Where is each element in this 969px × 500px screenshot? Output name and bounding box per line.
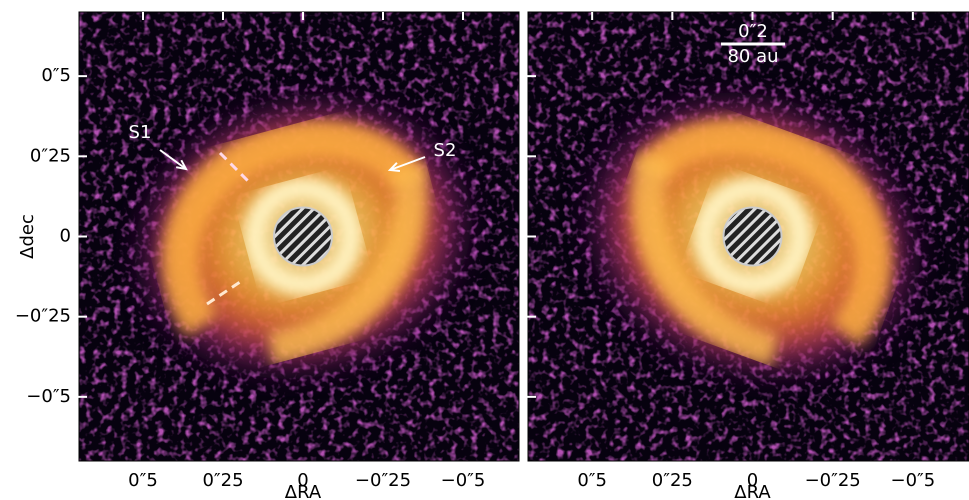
spiral-arm: [268, 164, 428, 366]
arrow-head: [175, 159, 188, 171]
y-tick-label: 0″25: [30, 145, 71, 166]
x-axis-label: ΔRA: [285, 482, 322, 500]
x-tick-label: 0: [297, 470, 308, 491]
arrow-head: [387, 162, 401, 172]
annotation-arrow: [389, 156, 426, 171]
scale-bar-sublabel: 80 au: [727, 46, 778, 67]
y-tick-label: 0″5: [41, 65, 71, 86]
y-tick-label: 0: [60, 226, 71, 247]
spiral-arm: [636, 118, 892, 347]
scale-bar-label: 0″2: [738, 21, 768, 42]
x-tick-label: −0″25: [355, 470, 411, 491]
x-tick-label: 0″25: [652, 470, 693, 491]
dashed-marker: [206, 278, 244, 306]
spiral-arm: [631, 153, 779, 368]
y-axis-label: Δdec: [17, 214, 38, 259]
spiral-arm: [161, 120, 426, 337]
dashed-marker: [218, 151, 252, 185]
coronagraph-mask: [722, 206, 783, 267]
inner-ring: [244, 177, 362, 296]
coronagraph-mask: [273, 206, 333, 267]
x-tick-label: 0″5: [577, 470, 607, 491]
x-tick-label: −0″5: [891, 470, 936, 491]
y-tick-label: −0″25: [15, 306, 71, 327]
image-panel: [528, 12, 969, 461]
annotation: S2: [434, 140, 457, 161]
x-tick-label: 0″25: [202, 470, 243, 491]
x-tick-label: −0″25: [805, 470, 861, 491]
x-tick-label: 0″5: [128, 470, 158, 491]
inner-ring: [693, 177, 812, 296]
annotation: S1: [129, 122, 152, 143]
image-panel: [79, 12, 519, 461]
x-tick-label: −0″5: [441, 470, 486, 491]
x-axis-label: ΔRA: [734, 482, 771, 500]
annotation-arrow: [159, 149, 187, 170]
x-tick-label: 0: [747, 470, 758, 491]
y-tick-label: −0″5: [26, 386, 71, 407]
